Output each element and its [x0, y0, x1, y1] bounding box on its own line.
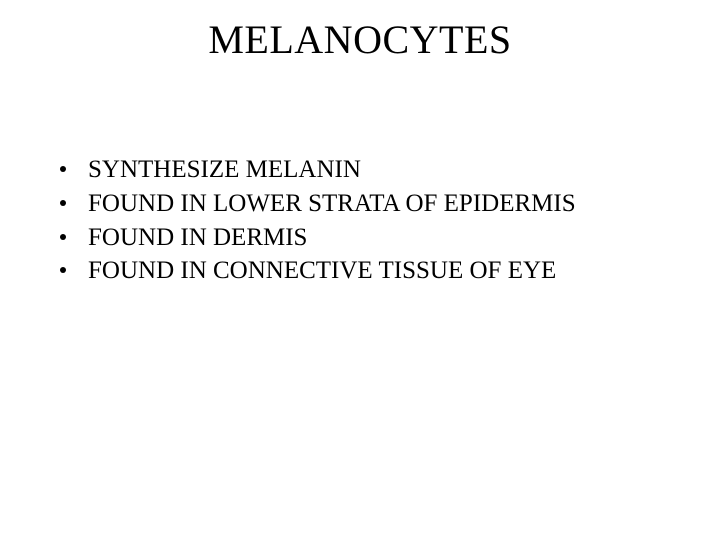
bullet-text: FOUND IN LOWER STRATA OF EPIDERMIS — [88, 187, 690, 221]
bullet-marker-icon — [60, 234, 66, 240]
bullet-text: SYNTHESIZE MELANIN — [88, 153, 690, 187]
slide-title: MELANOCYTES — [30, 16, 690, 63]
bullet-text: FOUND IN CONNECTIVE TISSUE OF EYE — [88, 254, 690, 288]
bullet-marker-icon — [60, 200, 66, 206]
bullet-list: SYNTHESIZE MELANIN FOUND IN LOWER STRATA… — [30, 153, 690, 288]
list-item: FOUND IN CONNECTIVE TISSUE OF EYE — [60, 254, 690, 288]
bullet-text: FOUND IN DERMIS — [88, 221, 690, 255]
slide-container: MELANOCYTES SYNTHESIZE MELANIN FOUND IN … — [0, 0, 720, 540]
bullet-marker-icon — [60, 267, 66, 273]
list-item: FOUND IN DERMIS — [60, 221, 690, 255]
list-item: FOUND IN LOWER STRATA OF EPIDERMIS — [60, 187, 690, 221]
bullet-marker-icon — [60, 166, 66, 172]
list-item: SYNTHESIZE MELANIN — [60, 153, 690, 187]
